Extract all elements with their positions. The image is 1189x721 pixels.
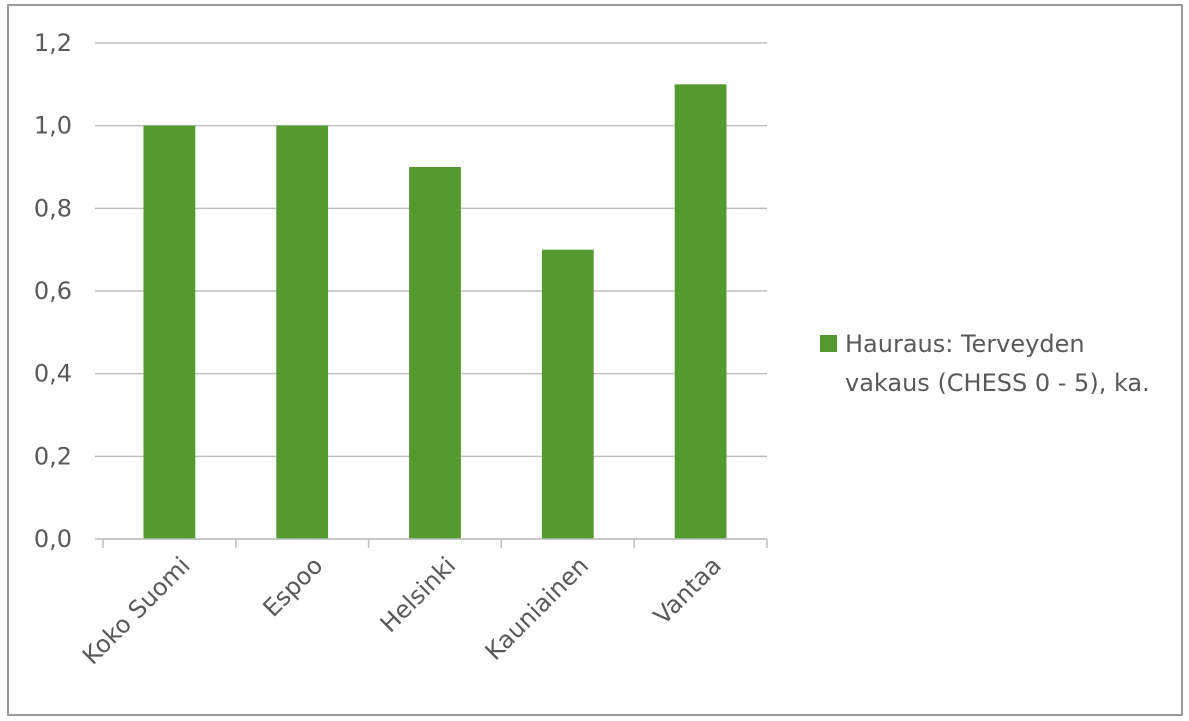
y-tick-label: 1,2: [34, 29, 72, 57]
bar: [143, 125, 196, 540]
bars: [143, 84, 727, 540]
legend: Hauraus: Terveyden vakaus (CHESS 0 - 5),…: [820, 330, 1150, 397]
chart-frame: [7, 4, 1183, 716]
legend-swatch: [820, 335, 837, 352]
x-tick-labels: Koko Suomi Espoo Helsinki Kauniainen Vantaa: [77, 551, 727, 670]
x-tick-label: Espoo: [258, 551, 329, 622]
bar: [409, 167, 461, 539]
x-axis: [102, 538, 768, 548]
y-tick-label: 0,2: [34, 442, 72, 470]
x-tick-label: Koko Suomi: [77, 551, 196, 670]
y-tick-label: 0,4: [34, 360, 72, 388]
x-tick-label: Vantaa: [648, 551, 727, 630]
bar: [276, 125, 329, 540]
y-tick-label: 1,0: [34, 112, 72, 140]
x-tick-label: Kauniainen: [480, 551, 594, 665]
bar: [674, 84, 727, 539]
y-tick-label: 0,0: [34, 525, 72, 553]
y-tick-label: 0,6: [34, 277, 72, 305]
y-tick-label: 0,8: [34, 194, 72, 222]
legend-label-line1: Hauraus: Terveyden: [845, 330, 1085, 358]
legend-label-line2: vakaus (CHESS 0 - 5), ka.: [845, 369, 1150, 397]
bar: [541, 249, 594, 539]
y-tick-labels: 0,0 0,2 0,4 0,6 0,8 1,0 1,2: [34, 29, 72, 553]
x-tick-label: Helsinki: [375, 551, 462, 638]
